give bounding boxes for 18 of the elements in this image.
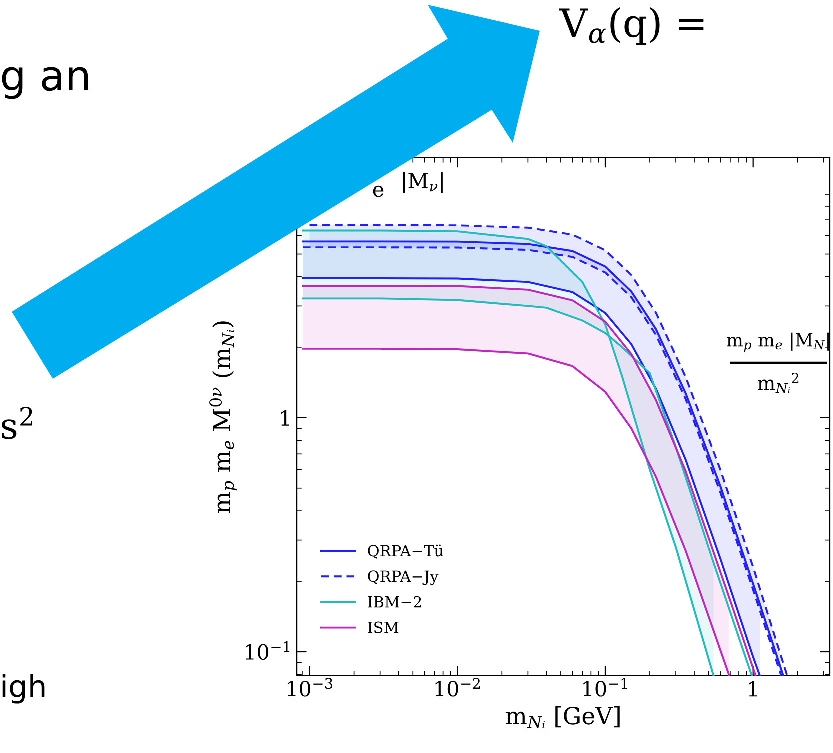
legend-label: IBM−2 <box>368 596 422 608</box>
legend-label: ISM <box>368 622 399 634</box>
x-axis-title: m$_{Nᵢ}$ [GeV] <box>506 706 620 728</box>
x-tick-label: 1 <box>749 681 758 697</box>
annotation: |M$_{ν}$| <box>403 172 443 194</box>
annotation: m$_{p}$ m$_{e}$ |M$_{N}$| <box>727 332 829 352</box>
x-tick-label: 10$^{−1}$ <box>584 678 628 697</box>
annotation: e <box>373 186 384 198</box>
text: s$^{2}$ <box>2 407 32 440</box>
text: V$_{α}$(q) = <box>559 7 704 46</box>
legend-label: QRPA−Tü <box>368 544 444 559</box>
text: g an <box>2 67 88 100</box>
text: igh <box>2 674 45 704</box>
x-tick-label: 10$^{−3}$ <box>288 678 333 697</box>
annotation: m$_{Nᵢ}$$^{2}$ <box>758 372 799 394</box>
text: m$_{p}$ m$_{e}$ M$^{0ν}$ (m$_{Nᵢ}$) <box>210 322 238 514</box>
legend-label: QRPA−Jy <box>368 570 439 586</box>
x-tick-label: 10$^{−2}$ <box>436 678 480 697</box>
